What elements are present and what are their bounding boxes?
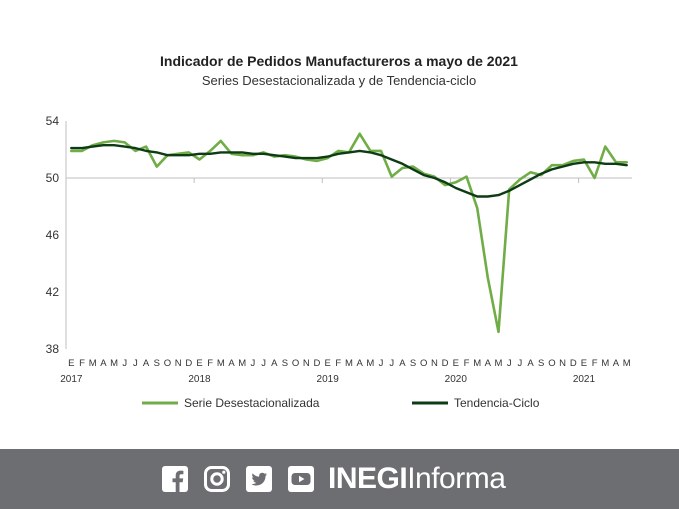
x-month-label: M — [495, 358, 503, 369]
x-month-label: A — [485, 358, 492, 369]
x-month-label: E — [453, 358, 459, 369]
y-tick-label: 42 — [46, 285, 60, 299]
x-month-label: D — [314, 358, 321, 369]
x-month-label: N — [431, 358, 438, 369]
x-month-label: A — [399, 358, 406, 369]
brand-regular: Informa — [407, 462, 506, 495]
social-icons — [162, 466, 314, 492]
chart-title: Indicador de Pedidos Manufactureros a ma… — [160, 53, 518, 69]
legend-label-trend: Tendencia-Ciclo — [454, 396, 540, 410]
legend: Serie Desestacionalizada Tendencia-Ciclo — [142, 396, 540, 410]
x-month-label: M — [601, 358, 609, 369]
legend-label-seasonal: Serie Desestacionalizada — [184, 396, 320, 410]
x-month-label: E — [324, 358, 330, 369]
y-tick-label: 50 — [46, 171, 60, 185]
chart: Indicador de Pedidos Manufactureros a ma… — [46, 53, 632, 410]
x-month-label: D — [442, 358, 449, 369]
x-month-label: N — [175, 358, 182, 369]
x-month-label: A — [613, 358, 620, 369]
series-line-trend — [70, 143, 628, 198]
x-month-label: J — [379, 358, 384, 369]
x-month-label: A — [357, 358, 364, 369]
x-month-label: O — [292, 358, 299, 369]
x-month-label: M — [473, 358, 481, 369]
x-month-label: M — [366, 358, 374, 369]
x-month-label: F — [79, 358, 85, 369]
x-month-label: O — [164, 358, 171, 369]
x-month-label: M — [623, 358, 631, 369]
x-month-label: J — [133, 358, 138, 369]
x-month-label: S — [410, 358, 416, 369]
x-month-label: O — [548, 358, 555, 369]
x-month-label: N — [303, 358, 310, 369]
series-line-seasonal — [70, 132, 629, 334]
x-month-label: J — [251, 358, 256, 369]
x-month-label: M — [217, 358, 225, 369]
inegi-informa-logo: INEGIInforma — [328, 462, 506, 496]
chart-subtitle: Series Desestacionalizada y de Tendencia… — [202, 73, 476, 88]
brand-bold: INEGI — [328, 462, 408, 495]
x-month-label: F — [464, 358, 470, 369]
twitter-icon[interactable] — [246, 466, 272, 492]
x-month-label: N — [559, 358, 566, 369]
x-month-label: A — [527, 358, 534, 369]
x-month-label: A — [143, 358, 150, 369]
x-month-label: A — [100, 358, 107, 369]
youtube-icon[interactable] — [288, 466, 314, 492]
x-month-label: J — [517, 358, 522, 369]
x-month-label: D — [185, 358, 192, 369]
x-month-label: E — [581, 358, 587, 369]
x-year-label: 2020 — [445, 374, 468, 385]
x-month-label: J — [389, 358, 394, 369]
x-year-label: 2021 — [573, 374, 596, 385]
y-tick-label: 38 — [46, 342, 60, 356]
x-month-label: D — [570, 358, 577, 369]
x-month-label: M — [238, 358, 246, 369]
x-month-label: F — [207, 358, 213, 369]
y-tick-label: 46 — [46, 228, 60, 242]
x-month-label: M — [89, 358, 97, 369]
x-month-label: A — [271, 358, 278, 369]
x-year-label: 2019 — [317, 374, 340, 385]
x-year-label: 2017 — [60, 374, 83, 385]
facebook-icon[interactable] — [162, 466, 188, 492]
x-month-label: O — [420, 358, 427, 369]
x-month-label: A — [228, 358, 235, 369]
x-month-label: J — [122, 358, 127, 369]
x-month-label: M — [110, 358, 118, 369]
x-month-label: E — [196, 358, 202, 369]
x-month-label: J — [507, 358, 512, 369]
x-month-label: J — [261, 358, 266, 369]
x-month-label: S — [282, 358, 288, 369]
x-month-label: M — [345, 358, 353, 369]
x-month-label: E — [68, 358, 74, 369]
instagram-icon[interactable] — [204, 466, 230, 492]
x-month-label: S — [154, 358, 160, 369]
y-tick-label: 54 — [46, 114, 60, 128]
x-month-label: F — [592, 358, 598, 369]
x-month-label: S — [538, 358, 544, 369]
x-year-label: 2018 — [188, 374, 211, 385]
footer-bar: INEGIInforma — [0, 449, 679, 509]
x-month-label: F — [335, 358, 341, 369]
